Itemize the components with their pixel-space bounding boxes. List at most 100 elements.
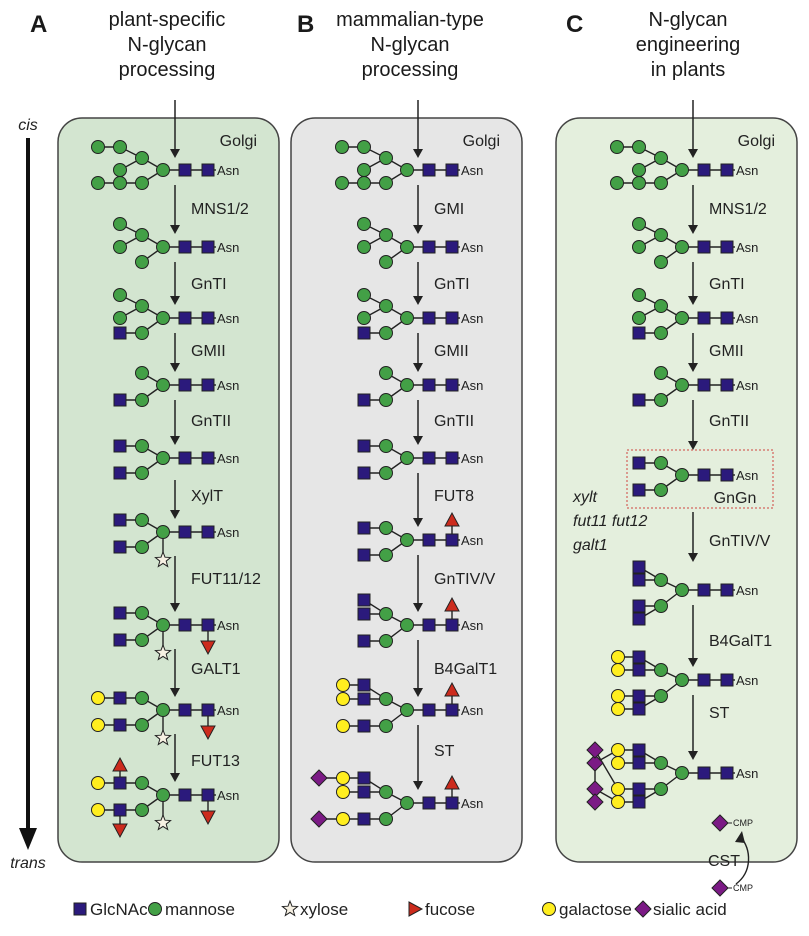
legend-item-mannose: mannose <box>148 900 235 919</box>
glcnac-icon <box>178 525 192 539</box>
galactose-icon <box>336 812 350 826</box>
arrow-head <box>170 773 180 782</box>
glcnac-icon <box>113 466 127 480</box>
fucose-icon <box>444 596 460 612</box>
mannose-icon <box>135 691 149 705</box>
entry-arrow <box>688 100 698 158</box>
enzyme-label: ST <box>434 743 455 760</box>
glcnac-icon <box>697 163 711 177</box>
glycan-structure: Asn <box>357 217 483 269</box>
arrow-head <box>413 149 423 158</box>
glcnac-icon <box>178 788 192 802</box>
glcnac-icon <box>697 766 711 780</box>
glycan-structure: Asn <box>357 593 483 648</box>
mannose-icon <box>379 548 393 562</box>
mannose-icon <box>357 217 371 231</box>
glcnac-icon <box>178 163 192 177</box>
sialic-acid-icon <box>586 754 604 772</box>
enzyme-step-arrow <box>170 400 180 445</box>
entry-arrow <box>413 100 423 158</box>
mannose-icon <box>135 803 149 817</box>
mannose-icon <box>357 140 371 154</box>
enzyme-label: GMII <box>709 343 744 360</box>
sialic-acid-icon <box>586 741 604 759</box>
glcnac-icon <box>113 393 127 407</box>
mannose-icon <box>400 163 414 177</box>
glcnac-icon <box>697 673 711 687</box>
asn-label: Asn <box>461 796 483 811</box>
enzyme-step-arrow <box>413 400 423 445</box>
arrow-head <box>170 688 180 697</box>
glcnac-icon <box>357 466 371 480</box>
glycan-structure: Asn <box>632 288 758 340</box>
legend-item-glcnac: GlcNAc <box>73 900 148 919</box>
glcnac-icon <box>445 163 459 177</box>
mannose-icon <box>113 217 127 231</box>
mannose-icon <box>379 812 393 826</box>
panel-a-golgi-box <box>57 117 280 863</box>
asn-label: Asn <box>217 378 239 393</box>
glcnac-icon <box>422 451 436 465</box>
galactose-icon <box>336 785 350 799</box>
glcnac-icon <box>697 311 711 325</box>
bond-line <box>594 749 619 790</box>
panel-title-line: N-glycan <box>649 9 728 31</box>
enzyme-label: XylT <box>191 488 223 505</box>
glcnac-icon <box>720 583 734 597</box>
glcnac-icon <box>697 240 711 254</box>
enzyme-label: GnTIV/V <box>434 571 496 588</box>
glycan-structure: Asn <box>357 288 483 340</box>
mannose-icon <box>379 521 393 535</box>
trans-label: trans <box>10 855 46 872</box>
mannose-icon <box>379 228 393 242</box>
mannose-icon <box>654 366 668 380</box>
enzyme-label: FUT13 <box>191 753 240 770</box>
glcnac-icon <box>632 326 646 340</box>
glycan-structure: Asn <box>113 606 239 661</box>
arrow-head <box>688 149 698 158</box>
glycan-structure: Asn <box>335 140 483 190</box>
enzyme-label: GnTII <box>709 413 749 430</box>
enzyme-step-arrow <box>413 555 423 612</box>
glcnac-icon <box>357 771 371 785</box>
mannose-icon <box>135 255 149 269</box>
glycan-structure: Asn <box>632 366 758 407</box>
mannose-icon <box>135 151 149 165</box>
cmp-label: CMP <box>733 818 753 828</box>
mannose-icon <box>379 466 393 480</box>
glcnac-icon <box>697 378 711 392</box>
panel-title-line: processing <box>119 59 216 81</box>
glcnac-icon <box>357 593 371 607</box>
arrow-head <box>688 225 698 234</box>
mannose-icon <box>654 456 668 470</box>
enzyme-label: GnTII <box>191 413 231 430</box>
glcnac-icon <box>201 451 215 465</box>
galactose-icon <box>336 678 350 692</box>
arrow-head <box>170 510 180 519</box>
mannose-icon <box>610 176 624 190</box>
glcnac-icon <box>201 788 215 802</box>
mannose-icon <box>156 378 170 392</box>
panel-letter: A <box>30 11 47 38</box>
galactose-icon <box>542 902 556 916</box>
glcnac-icon <box>357 634 371 648</box>
glcnac-icon <box>357 439 371 453</box>
asn-label: Asn <box>217 788 239 803</box>
enzyme-step-arrow <box>413 333 423 372</box>
glcnac-icon <box>632 756 646 770</box>
enzyme-label: GMI <box>434 201 464 218</box>
cst-label: CST <box>708 853 740 870</box>
mannose-icon <box>400 618 414 632</box>
mannose-icon <box>400 240 414 254</box>
asn-label: Asn <box>461 703 483 718</box>
glycan-structure: Asn <box>113 366 239 407</box>
glcnac-icon <box>113 606 127 620</box>
glcnac-icon <box>445 240 459 254</box>
glcnac-icon <box>357 326 371 340</box>
glcnac-icon <box>357 692 371 706</box>
mannose-icon <box>379 255 393 269</box>
legend-label: galactose <box>559 900 632 919</box>
mannose-icon <box>135 466 149 480</box>
xylose-icon <box>154 643 172 661</box>
mannose-icon <box>357 311 371 325</box>
